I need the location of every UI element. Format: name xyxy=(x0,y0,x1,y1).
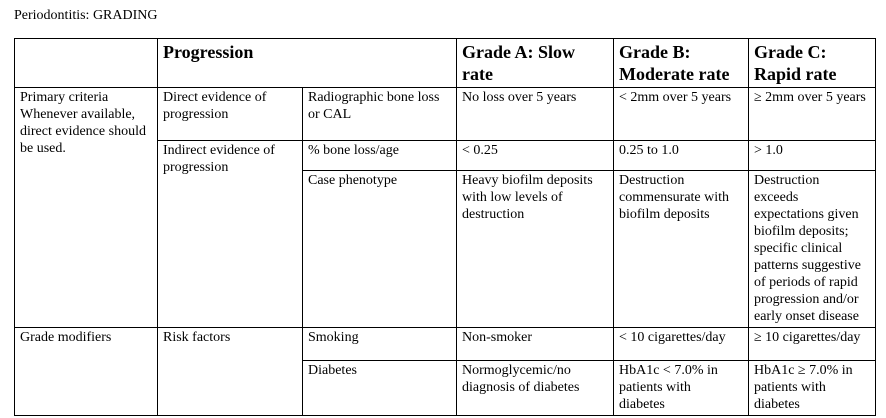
case-phenotype-row: Case phenotype Heavy biofilm deposits wi… xyxy=(15,170,876,328)
smoking-row: Grade modifiers Risk factors Smoking Non… xyxy=(14,327,876,416)
grade-c-header: Grade C: Rapid rate xyxy=(748,38,876,88)
direct-evidence-row: Primary criteria Whenever available, dir… xyxy=(14,87,876,328)
phenotype-grade-b-cell: Destruction commensurate with biofilm de… xyxy=(613,170,749,328)
direct-grade-a-cell: No loss over 5 years xyxy=(456,87,614,141)
bone-loss-grade-c-cell: > 1.0 xyxy=(748,140,876,171)
primary-criteria-note: Whenever available, direct evidence shou… xyxy=(20,107,146,156)
diabetes-criterion-cell: Diabetes xyxy=(302,360,457,416)
direct-evidence-label-cell: Direct evidence of progression xyxy=(157,87,303,141)
diabetes-grade-a-cell: Normoglycemic/no diagnosis of diabetes xyxy=(456,360,614,416)
bone-loss-age-row: Indirect evidence of progression % bone … xyxy=(15,140,876,328)
bone-loss-grade-a-cell: < 0.25 xyxy=(456,140,614,171)
phenotype-grade-c-cell: Destruction exceeds expectations given b… xyxy=(748,170,876,328)
page-title: Periodontitis: GRADING xyxy=(14,8,158,23)
risk-factors-cell: Risk factors xyxy=(157,327,303,416)
primary-criteria-label: Primary criteria xyxy=(20,90,109,105)
case-phenotype-criterion-cell: Case phenotype xyxy=(302,170,457,328)
smoking-grade-c-cell: ≥ 10 cigarettes/day xyxy=(748,327,876,361)
grade-modifiers-cell: Grade modifiers xyxy=(14,327,158,416)
grading-table: Progression Grade A: Slow rate Grade B: … xyxy=(14,38,876,416)
diabetes-grade-c-cell: HbA1c ≥ 7.0% in patients with diabetes xyxy=(748,360,876,416)
bone-loss-grade-b-cell: 0.25 to 1.0 xyxy=(613,140,749,171)
phenotype-grade-a-cell: Heavy biofilm deposits with low levels o… xyxy=(456,170,614,328)
grade-a-header: Grade A: Slow rate xyxy=(456,38,614,88)
grade-b-header: Grade B: Moderate rate xyxy=(613,38,749,88)
primary-criteria-cell: Primary criteria Whenever available, dir… xyxy=(14,87,158,328)
smoking-grade-a-cell: Non-smoker xyxy=(456,327,614,361)
progression-header: Progression xyxy=(157,38,457,88)
corner-cell xyxy=(14,38,158,88)
smoking-criterion-cell: Smoking xyxy=(302,327,457,361)
radiographic-criterion-cell: Radiographic bone loss or CAL xyxy=(302,87,457,141)
diabetes-grade-b-cell: HbA1c < 7.0% in patients with diabetes xyxy=(613,360,749,416)
direct-grade-c-cell: ≥ 2mm over 5 years xyxy=(748,87,876,141)
diabetes-row: Diabetes Normoglycemic/no diagnosis of d… xyxy=(15,360,876,416)
bone-loss-age-criterion-cell: % bone loss/age xyxy=(302,140,457,171)
indirect-evidence-label-cell: Indirect evidence of progression xyxy=(157,140,303,328)
smoking-grade-b-cell: < 10 cigarettes/day xyxy=(613,327,749,361)
table-header-row: Progression Grade A: Slow rate Grade B: … xyxy=(14,38,876,88)
direct-grade-b-cell: < 2mm over 5 years xyxy=(613,87,749,141)
